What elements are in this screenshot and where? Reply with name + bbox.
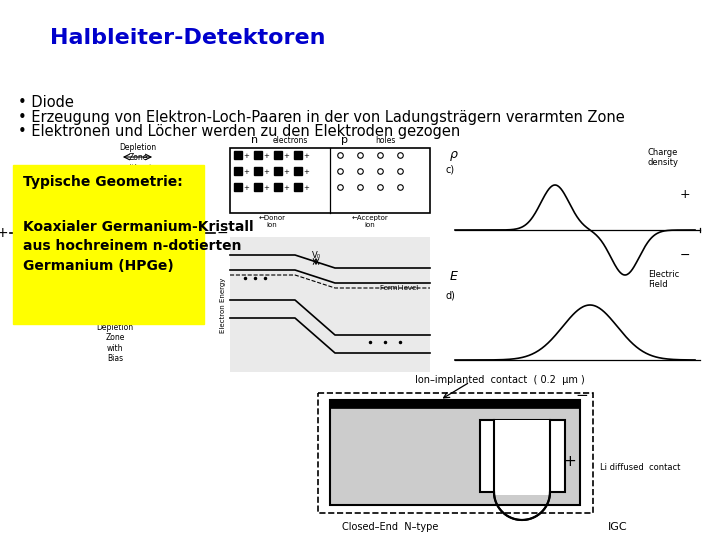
Bar xyxy=(230,237,430,372)
Bar xyxy=(230,148,430,213)
Bar xyxy=(234,167,242,175)
Bar xyxy=(128,175,203,290)
Text: +: + xyxy=(283,185,289,191)
Text: −: − xyxy=(680,248,690,261)
Text: ←Donor
ion: ←Donor ion xyxy=(258,215,286,228)
Text: −: − xyxy=(38,207,46,217)
Text: Electron Energy: Electron Energy xyxy=(220,278,226,333)
Text: −: − xyxy=(38,185,46,195)
Bar xyxy=(495,420,549,495)
Bar xyxy=(330,400,580,408)
Bar xyxy=(254,167,262,175)
Text: +: + xyxy=(243,169,249,175)
Bar xyxy=(294,151,302,159)
Text: −: − xyxy=(38,251,46,261)
Bar xyxy=(234,151,242,159)
Text: +: + xyxy=(263,169,269,175)
Text: • Diode: • Diode xyxy=(18,95,74,110)
Text: IGC: IGC xyxy=(608,522,628,532)
Text: Halbleiter-Detektoren: Halbleiter-Detektoren xyxy=(50,28,325,48)
Text: +: + xyxy=(283,169,289,175)
Text: +: + xyxy=(680,188,690,201)
Text: Charge
density: Charge density xyxy=(648,148,679,167)
Bar xyxy=(274,167,282,175)
Text: Ion–implanted  contact  ( 0.2  μm ): Ion–implanted contact ( 0.2 μm ) xyxy=(415,375,585,385)
Bar xyxy=(294,183,302,191)
Text: +: + xyxy=(263,185,269,191)
Bar xyxy=(234,183,242,191)
Bar xyxy=(28,175,128,290)
Text: • Erzeugung von Elektron-Loch-Paaren in der von Ladungsträgern verarmten Zone: • Erzeugung von Elektron-Loch-Paaren in … xyxy=(18,110,625,125)
Text: • Elektronen und Löcher werden zu den Elektroden gezogen: • Elektronen und Löcher werden zu den El… xyxy=(18,124,460,139)
Text: Depletion
Zone
without
Bias: Depletion Zone without Bias xyxy=(120,143,156,183)
Text: V₀: V₀ xyxy=(312,251,320,260)
Text: E: E xyxy=(450,270,458,283)
Text: Fermi level: Fermi level xyxy=(380,285,418,291)
Text: Typische Geometrie:: Typische Geometrie: xyxy=(23,175,183,188)
Text: ρ: ρ xyxy=(450,148,458,161)
Text: ←Acceptor
ion: ←Acceptor ion xyxy=(351,215,388,228)
Text: +: + xyxy=(303,185,309,191)
Bar xyxy=(318,393,593,513)
Bar xyxy=(254,183,262,191)
Bar xyxy=(254,151,262,159)
Text: Closed–End  N–type: Closed–End N–type xyxy=(342,522,438,532)
Text: d): d) xyxy=(445,290,455,300)
Bar xyxy=(294,167,302,175)
Text: p: p xyxy=(162,224,174,242)
Bar xyxy=(480,420,565,492)
Text: −: − xyxy=(217,226,229,240)
Text: −: − xyxy=(38,229,46,239)
Text: n: n xyxy=(69,224,81,242)
Text: +: + xyxy=(0,226,8,240)
Text: p: p xyxy=(341,135,348,145)
Bar xyxy=(13,165,204,324)
Bar xyxy=(274,183,282,191)
Text: −: − xyxy=(575,388,588,403)
Text: +: + xyxy=(283,153,289,159)
Bar xyxy=(274,151,282,159)
Text: c): c) xyxy=(445,165,454,175)
Text: holes: holes xyxy=(375,136,395,145)
Bar xyxy=(330,400,580,505)
Text: Koaxialer Germanium-Kristall
aus hochreinem n-dotierten
Germanium (HPGe): Koaxialer Germanium-Kristall aus hochrei… xyxy=(23,220,253,273)
Text: Li diffused  contact: Li diffused contact xyxy=(600,463,680,472)
Text: +: + xyxy=(303,153,309,159)
Text: Electric
Field: Electric Field xyxy=(648,270,679,289)
Text: +: + xyxy=(263,153,269,159)
Text: +: + xyxy=(243,153,249,159)
Text: +: + xyxy=(243,185,249,191)
Text: n: n xyxy=(251,135,258,145)
Text: electrons: electrons xyxy=(272,136,307,145)
Text: Depletion
Zone
with
Bias: Depletion Zone with Bias xyxy=(96,323,134,363)
Text: +: + xyxy=(303,169,309,175)
Text: +: + xyxy=(564,455,577,469)
